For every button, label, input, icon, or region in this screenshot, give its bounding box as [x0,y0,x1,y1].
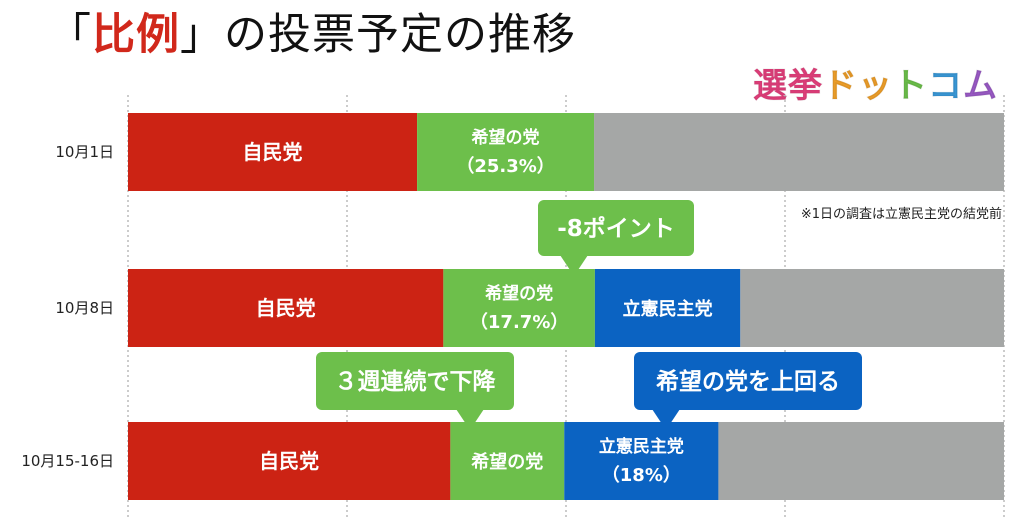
logo-char: ム [963,66,998,107]
title-rest: 」の投票予定の推移 [180,10,576,60]
logo-char: ド [823,66,858,107]
segment-label: 希望の党 [472,127,540,148]
footnote: ※1日の調査は立憲民主党の結党前 [800,207,1002,222]
segment-label: 立憲民主党 [599,436,684,457]
bar-segment-other [594,113,1004,191]
segment-label: 立憲民主党 [623,298,713,320]
row-label: 10月1日 [55,143,114,161]
callout-pointer [652,409,680,430]
segment-value-label: （18%） [602,465,681,486]
bar-segment-ldp [128,113,418,191]
segment-label: 自民党 [256,296,316,320]
logo-char: ッ [858,66,893,107]
title-accent: 比例 [92,10,180,60]
callout: ３週連続で下降 [316,352,514,430]
segment-value-label: （17.7%） [470,312,568,333]
bar-segment-kibou [443,269,595,347]
callout-text: -8ポイント [557,215,675,242]
segment-label: 希望の党 [471,451,543,473]
segment-label: 自民党 [243,140,303,164]
callout-pointer [560,255,588,276]
row-label: 10月8日 [55,299,114,317]
callout-pointer [456,409,484,430]
logo-char: コ [928,66,963,107]
callout: 希望の党を上回る [634,352,862,430]
bar-segment-ldp [128,422,451,500]
senkyo-dotcom-logo: 選挙ドットコム [753,64,998,108]
callout: -8ポイント [538,200,694,276]
callout-box [634,352,862,410]
segment-label: 希望の党 [485,283,553,304]
bar-segment-cdp [564,422,719,500]
bar-segment-ldp [128,269,444,347]
callout-box [538,200,694,256]
logo-char: 選 [753,66,788,107]
segment-label: 自民党 [259,449,319,473]
bar-segment-other [718,422,1004,500]
row-label: 10月15-16日 [21,452,114,470]
callout-box [316,352,514,410]
callout-text: 希望の党を上回る [656,368,840,395]
title-prefix: 「 [48,10,92,60]
bar-segment-kibou [450,422,565,500]
chart-title: 「比例」の投票予定の推移 [48,4,576,66]
callout-text: ３週連続で下降 [335,368,497,395]
bar-segment-other [740,269,1004,347]
logo-char: ト [893,66,928,107]
logo-char: 挙 [788,66,823,107]
bar-segment-cdp [594,269,741,347]
bar-segment-kibou [417,113,595,191]
segment-value-label: （25.3%） [456,156,554,177]
